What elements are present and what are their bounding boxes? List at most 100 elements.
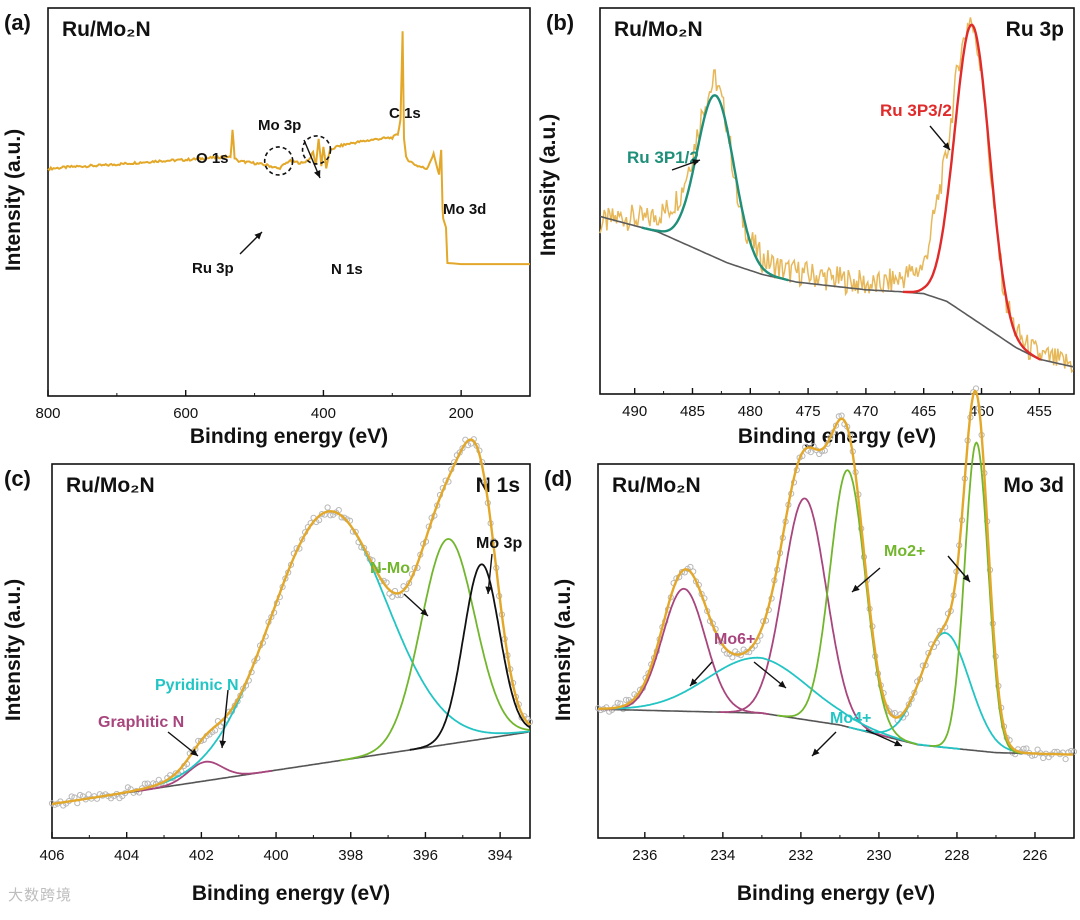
raw-data-point bbox=[459, 445, 466, 452]
series-line-raw bbox=[599, 17, 1074, 374]
raw-data-point bbox=[1040, 754, 1047, 762]
ru3p12-arrow-head bbox=[692, 159, 700, 166]
raw-data-point bbox=[1062, 756, 1069, 763]
raw-data-point bbox=[1023, 745, 1030, 752]
x-axis-label: Binding energy (eV) bbox=[738, 425, 936, 448]
fit-component-line bbox=[848, 631, 1042, 755]
fit-component-line bbox=[719, 497, 890, 739]
x-tick-label: 228 bbox=[944, 847, 969, 864]
fit-component-line bbox=[96, 510, 530, 798]
raw-data-point bbox=[718, 639, 725, 646]
raw-data-point bbox=[467, 440, 475, 447]
raw-data-point bbox=[172, 770, 179, 777]
ru3p32-arrow-head bbox=[942, 142, 950, 150]
y-axis-label: Intensity (a.u.) bbox=[2, 129, 25, 271]
sample-label: Ru/Mo₂N bbox=[612, 474, 701, 497]
panel-label: (d) bbox=[544, 466, 572, 491]
sample-label: Ru/Mo₂N bbox=[66, 474, 155, 497]
callout-arrow-head bbox=[690, 678, 698, 686]
x-tick-label: 404 bbox=[114, 847, 139, 864]
plot-frame bbox=[47, 7, 531, 397]
x-tick-label: 236 bbox=[632, 847, 657, 864]
ru3p-highlight-circle bbox=[263, 146, 294, 176]
x-axis-label: Binding energy (eV) bbox=[190, 425, 388, 448]
component-label: N-Mo bbox=[370, 560, 410, 577]
chart-panel-d: (d) Ru/Mo₂N Mo 3d Intensity (a.u.) Binding e… bbox=[544, 385, 1078, 905]
chart-panel-b: (b) Ru/Mo₂N Ru 3p Intensity (a.u.) Binding e… bbox=[537, 7, 1075, 448]
raw-data-point bbox=[729, 654, 736, 661]
x-tick-label: 402 bbox=[189, 847, 214, 864]
fit-component-line bbox=[598, 656, 961, 750]
mo3p-highlight-circle bbox=[301, 135, 332, 165]
x-tick-label: 465 bbox=[911, 403, 936, 420]
raw-data-point bbox=[687, 563, 694, 571]
ru3p32-label: Ru 3P3/2 bbox=[880, 101, 952, 120]
component-label: Mo4+ bbox=[830, 710, 871, 727]
x-tick-label: 394 bbox=[488, 847, 513, 864]
raw-data-point bbox=[389, 593, 396, 600]
fit-component-line bbox=[137, 760, 272, 792]
sample-label: Ru/Mo₂N bbox=[62, 18, 151, 41]
x-tick-label: 396 bbox=[413, 847, 438, 864]
series-line-survey bbox=[47, 31, 530, 266]
plot-frame bbox=[597, 463, 1075, 839]
raw-data-point bbox=[197, 737, 205, 745]
fit-component-line bbox=[409, 563, 531, 751]
callout-arrow bbox=[221, 689, 229, 749]
raw-data-point bbox=[324, 504, 331, 511]
callout-arrow-head bbox=[894, 739, 902, 747]
panel-label: (a) bbox=[4, 10, 31, 35]
x-tick-label: 200 bbox=[449, 405, 474, 422]
raw-data-point bbox=[85, 791, 92, 798]
fit-component-line bbox=[598, 587, 769, 716]
x-axis-label: Binding energy (eV) bbox=[737, 882, 935, 905]
component-label: Graphitic N bbox=[98, 714, 184, 731]
ru3p-arrow-head bbox=[254, 232, 262, 240]
callout-arrow-head bbox=[190, 748, 198, 756]
x-tick-label: 226 bbox=[1022, 847, 1047, 864]
callout-arrow-head bbox=[852, 584, 860, 592]
x-tick-label: 470 bbox=[853, 403, 878, 420]
mo3p-arrow-head bbox=[314, 170, 321, 178]
series-line-background bbox=[599, 215, 1075, 368]
component-label: Pyridinic N bbox=[155, 677, 239, 694]
callout-arrow-head bbox=[485, 586, 493, 594]
plot-frame bbox=[51, 463, 531, 839]
raw-data-point bbox=[1020, 745, 1027, 752]
panel-label: (c) bbox=[4, 466, 31, 491]
raw-data-point bbox=[1034, 746, 1041, 753]
fit-component-line bbox=[340, 538, 530, 762]
x-tick-label: 400 bbox=[264, 847, 289, 864]
peak-annotation: Mo 3d bbox=[443, 201, 486, 218]
x-tick-label: 398 bbox=[338, 847, 363, 864]
envelope-line bbox=[51, 438, 531, 806]
y-axis-label: Intensity (a.u.) bbox=[537, 114, 560, 256]
raw-data-point bbox=[614, 699, 621, 706]
raw-data-point bbox=[327, 512, 334, 519]
region-label: Mo 3d bbox=[1003, 474, 1064, 497]
component-label: Mo2+ bbox=[884, 543, 925, 560]
plot-frame bbox=[599, 7, 1075, 395]
chart-panel-a: (a) Ru/Mo₂N Intensity (a.u.) Binding energy… bbox=[2, 7, 531, 448]
fit-component-line bbox=[777, 469, 918, 746]
region-label: N 1s bbox=[476, 474, 520, 497]
raw-data-point bbox=[318, 510, 325, 518]
x-tick-label: 232 bbox=[788, 847, 813, 864]
x-tick-label: 800 bbox=[35, 405, 60, 422]
component-label: Mo6+ bbox=[714, 631, 755, 648]
x-tick-label: 600 bbox=[173, 405, 198, 422]
sample-label: Ru/Mo₂N bbox=[614, 18, 703, 41]
fit-component-line bbox=[929, 441, 1023, 755]
callout-arrow-head bbox=[219, 740, 227, 748]
x-tick-label: 234 bbox=[710, 847, 735, 864]
chart-panel-c: (c) Ru/Mo₂N N 1s Intensity (a.u.) Binding en… bbox=[2, 436, 534, 905]
x-tick-label: 400 bbox=[311, 405, 336, 422]
fit-peak-ru3p12 bbox=[641, 94, 789, 282]
region-label: Ru 3p bbox=[1006, 18, 1064, 41]
component-label: Mo 3p bbox=[476, 535, 522, 552]
panel-label: (b) bbox=[546, 10, 574, 35]
fit-peak-ru3p32 bbox=[902, 23, 1041, 361]
callout-arrow-head bbox=[778, 680, 786, 688]
x-tick-label: 480 bbox=[738, 403, 763, 420]
callout-arrow-head bbox=[962, 574, 970, 582]
